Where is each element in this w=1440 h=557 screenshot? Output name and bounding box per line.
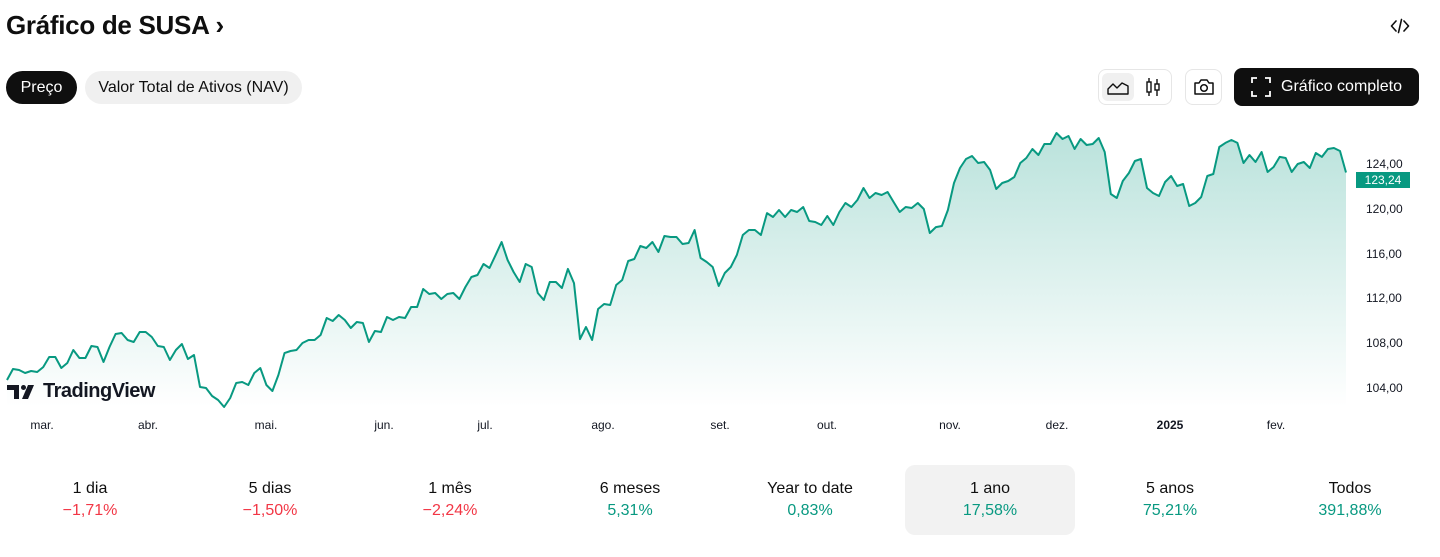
y-tick-label: 108,00 bbox=[1366, 336, 1403, 351]
period-change: −1,50% bbox=[242, 502, 298, 519]
period-button[interactable]: Todos 391,88% bbox=[1265, 465, 1435, 535]
period-button[interactable]: 5 anos 75,21% bbox=[1085, 465, 1255, 535]
period-button[interactable]: 1 mês −2,24% bbox=[365, 465, 535, 535]
tab-price[interactable]: Preço bbox=[6, 71, 77, 104]
period-change: 5,31% bbox=[607, 502, 653, 519]
price-chart[interactable]: 104,00 108,00 112,00 116,00 120,00 124,00 mar… bbox=[0, 115, 1440, 445]
embed-code-button[interactable] bbox=[1386, 12, 1414, 40]
chart-type-toggle bbox=[1098, 69, 1172, 105]
x-tick-label: out. bbox=[816, 418, 838, 432]
x-tick-label: nov. bbox=[939, 418, 961, 432]
period-button[interactable]: 5 dias −1,50% bbox=[185, 465, 355, 535]
page-title[interactable]: Gráfico de SUSA › bbox=[6, 10, 224, 41]
tradingview-logo-icon bbox=[7, 384, 34, 399]
period-label: Todos bbox=[1328, 480, 1372, 497]
tradingview-logo[interactable]: TradingView bbox=[7, 380, 155, 403]
tab-nav[interactable]: Valor Total de Ativos (NAV) bbox=[85, 71, 302, 104]
x-tick-label: jun. bbox=[374, 418, 394, 432]
y-tick-label: 116,00 bbox=[1366, 246, 1402, 261]
code-icon bbox=[1390, 18, 1410, 34]
price-area-fill bbox=[7, 133, 1346, 407]
full-chart-button[interactable]: Gráfico completo bbox=[1234, 68, 1419, 106]
period-change: 0,83% bbox=[787, 502, 833, 519]
x-tick-label: dez. bbox=[1045, 418, 1069, 432]
y-tick-label: 124,00 bbox=[1366, 157, 1403, 171]
period-button[interactable]: 1 dia −1,71% bbox=[5, 465, 175, 535]
x-tick-label: mai. bbox=[254, 418, 278, 432]
tradingview-wordmark: TradingView bbox=[43, 380, 155, 402]
x-tick-label: set. bbox=[710, 418, 730, 432]
period-change: −2,24% bbox=[422, 502, 478, 519]
last-price-label: 123,24 bbox=[1356, 172, 1410, 188]
camera-icon bbox=[1193, 79, 1214, 95]
period-button[interactable]: Year to date 0,83% bbox=[725, 465, 895, 535]
x-tick-label: ago. bbox=[591, 418, 615, 432]
snapshot-button[interactable] bbox=[1185, 69, 1222, 105]
period-button[interactable]: 6 meses 5,31% bbox=[545, 465, 715, 535]
area-chart-button[interactable] bbox=[1102, 73, 1134, 101]
period-change: −1,71% bbox=[62, 502, 118, 519]
period-label: Year to date bbox=[767, 480, 853, 497]
period-label: 1 dia bbox=[72, 480, 108, 497]
fullscreen-icon bbox=[1251, 77, 1271, 97]
x-tick-label: 2025 bbox=[1156, 418, 1184, 432]
candlestick-icon bbox=[1146, 78, 1160, 96]
period-change: 17,58% bbox=[962, 502, 1018, 519]
x-tick-label: abr. bbox=[137, 418, 159, 432]
period-performance-row: 1 dia −1,71% 5 dias −1,50% 1 mês −2,24% 6 mese… bbox=[0, 465, 1440, 535]
chart-canvas bbox=[6, 132, 1347, 408]
price-line bbox=[6, 132, 1347, 408]
title-text: Gráfico de SUSA bbox=[6, 10, 209, 40]
x-tick-label: fev. bbox=[1266, 418, 1286, 432]
period-label: 6 meses bbox=[599, 480, 661, 497]
period-label: 1 ano bbox=[969, 480, 1011, 497]
x-tick-label: mar. bbox=[30, 418, 54, 432]
period-label: 1 mês bbox=[428, 480, 472, 497]
period-label: 5 dias bbox=[248, 480, 292, 497]
chevron-right-icon: › bbox=[215, 10, 225, 40]
full-chart-label: Gráfico completo bbox=[1281, 78, 1402, 95]
y-tick-label: 112,00 bbox=[1366, 291, 1402, 306]
period-label: 5 anos bbox=[1145, 480, 1195, 497]
y-tick-label: 120,00 bbox=[1366, 201, 1403, 216]
period-button[interactable]: 1 ano 17,58% bbox=[905, 465, 1075, 535]
period-change: 391,88% bbox=[1318, 502, 1382, 519]
x-tick-label: jul. bbox=[477, 418, 493, 432]
period-change: 75,21% bbox=[1142, 502, 1198, 519]
area-chart-icon bbox=[1107, 82, 1129, 95]
candlestick-button[interactable] bbox=[1137, 73, 1169, 101]
y-tick-label: 104,00 bbox=[1366, 381, 1403, 395]
